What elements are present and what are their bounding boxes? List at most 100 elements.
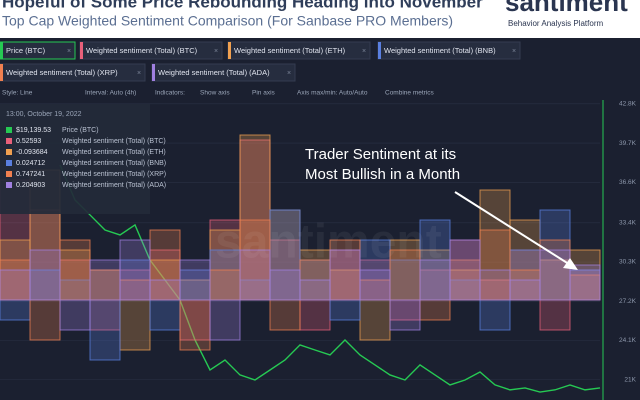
tab-color <box>152 64 155 81</box>
sentiment-bar <box>389 299 421 331</box>
sentiment-bar <box>239 134 271 301</box>
sentiment-bar <box>149 299 181 331</box>
tab-close: × <box>214 48 218 55</box>
sentiment-bar <box>299 299 331 331</box>
sentiment-bar <box>179 259 211 301</box>
tagline: Behavior Analysis Platform <box>508 19 603 28</box>
tooltip-value: -0.093684 <box>16 149 48 156</box>
tooltip-value: 0.52593 <box>16 138 41 145</box>
sentiment-bar <box>449 259 481 301</box>
sentiment-bar <box>359 269 391 301</box>
watermark: santiment <box>215 216 442 269</box>
tab-close: × <box>362 48 366 55</box>
sentiment-bar <box>209 299 241 341</box>
sentiment-bar <box>119 239 151 301</box>
sentiment-bar <box>59 299 91 331</box>
tab-color <box>378 42 381 59</box>
sentiment-bar <box>89 299 121 361</box>
sentiment-bar <box>449 269 481 301</box>
sentiment-bar <box>299 279 331 301</box>
tab[interactable]: Price (BTC) × <box>0 41 76 60</box>
tab-color <box>0 64 3 81</box>
sentiment-bar <box>0 259 31 301</box>
tab[interactable]: Weighted sentiment (Total) (BTC) × <box>79 41 223 60</box>
tab-close: × <box>67 48 71 55</box>
tab[interactable]: Weighted sentiment (Total) (BNB) × <box>377 41 521 60</box>
sentiment-bar <box>509 279 541 301</box>
toolbar-item[interactable]: Style: Line <box>2 90 33 97</box>
toolbar: Style: Line Interval: Auto (4h) Indicators… <box>2 90 435 97</box>
toolbar-item[interactable]: Indicators: <box>155 90 185 97</box>
sentiment-bar <box>269 269 301 301</box>
tab-close: × <box>512 48 516 55</box>
sentiment-bar <box>479 299 511 331</box>
tooltip-swatch <box>6 171 12 177</box>
toolbar-item[interactable]: Axis max/min: Auto/Auto <box>297 90 368 97</box>
tooltip-swatch <box>6 138 12 144</box>
tooltip-swatch <box>6 127 12 133</box>
tooltip-value: 0.204903 <box>16 182 45 189</box>
tab[interactable]: Weighted sentiment (Total) (XRP) × <box>0 63 146 82</box>
tooltip-swatch <box>6 149 12 155</box>
tooltip-name: Weighted sentiment (Total) (XRP) <box>62 171 166 178</box>
sentiment-bar <box>29 299 61 341</box>
subtitle: Top Cap Weighted Sentiment Comparison (F… <box>2 13 453 29</box>
tab-label: Weighted sentiment (Total) (BNB) <box>384 46 496 55</box>
y-tick-label: 42.8K <box>619 101 637 108</box>
tabs: Price (BTC) × Weighted sentiment (Total) (… <box>0 41 521 82</box>
y-tick-label: 21K <box>624 376 636 383</box>
toolbar-item[interactable]: Combine metrics <box>385 90 435 97</box>
tab-bg <box>0 63 146 82</box>
sentiment-bar <box>239 219 271 301</box>
sentiment-bar <box>479 189 511 301</box>
y-tick-label: 33.4K <box>619 220 637 227</box>
sentiment-bar <box>539 299 571 331</box>
tab[interactable]: Weighted sentiment (Total) (ETH) × <box>227 41 371 60</box>
sentiment-bar <box>359 299 391 341</box>
tab-bg <box>0 41 76 60</box>
tooltip-value: 0.747241 <box>16 171 45 178</box>
sentiment-bar <box>389 249 421 301</box>
y-tick-label: 30.3K <box>619 259 637 266</box>
tab-color <box>80 42 83 59</box>
sentiment-bar <box>269 299 301 331</box>
y-tick-label: 27.2K <box>619 298 637 305</box>
sentiment-bar <box>209 249 241 301</box>
tooltip-bg <box>0 104 150 214</box>
sentiment-bar <box>0 299 31 321</box>
sentiment-bar <box>89 299 121 331</box>
sentiment-bar <box>0 269 31 301</box>
tab-label: Weighted sentiment (Total) (XRP) <box>6 68 118 77</box>
tab-label: Weighted sentiment (Total) (BTC) <box>86 46 198 55</box>
tooltip: 13:00, October 19, 2022 $19,139.53 Price … <box>0 104 166 214</box>
sentiment-bar <box>449 239 481 301</box>
logo: santiment <box>505 0 628 17</box>
title: Hopeful of Some Price Rebounding Heading… <box>2 0 483 11</box>
plot: 42.8K 39.7K 36.6K 33.4K 30.3K 27.2K 24.1K 21K <box>0 100 637 400</box>
sentiment-bar <box>539 249 571 301</box>
sentiment-bar <box>59 239 91 301</box>
tab[interactable]: Weighted sentiment (Total) (ADA) × <box>151 63 296 82</box>
sentiment-bar <box>509 249 541 301</box>
tab-close: × <box>137 70 141 77</box>
sentiment-bar <box>419 299 451 321</box>
sentiment-bar <box>239 249 271 301</box>
sentiment-bar <box>209 269 241 301</box>
sentiment-bar <box>149 229 181 301</box>
sentiment-bar <box>509 249 541 301</box>
tab-color <box>228 42 231 59</box>
toolbar-item[interactable]: Show axis <box>200 90 230 97</box>
tooltip-name: Weighted sentiment (Total) (ETH) <box>62 149 166 156</box>
tab-label: Weighted sentiment (Total) (ADA) <box>158 68 270 77</box>
sentiment-bar <box>179 269 211 301</box>
toolbar-item[interactable]: Interval: Auto (4h) <box>85 90 136 97</box>
arrow-head <box>563 258 578 270</box>
sentiment-bar <box>329 299 361 321</box>
y-tick-label: 39.7K <box>619 140 637 147</box>
toolbar-item[interactable]: Pin axis <box>252 90 276 97</box>
tooltip-swatch <box>6 160 12 166</box>
tooltip-name: Weighted sentiment (Total) (BTC) <box>62 138 166 145</box>
tooltip-value: $19,139.53 <box>16 127 51 134</box>
sentiment-bar <box>29 249 61 301</box>
